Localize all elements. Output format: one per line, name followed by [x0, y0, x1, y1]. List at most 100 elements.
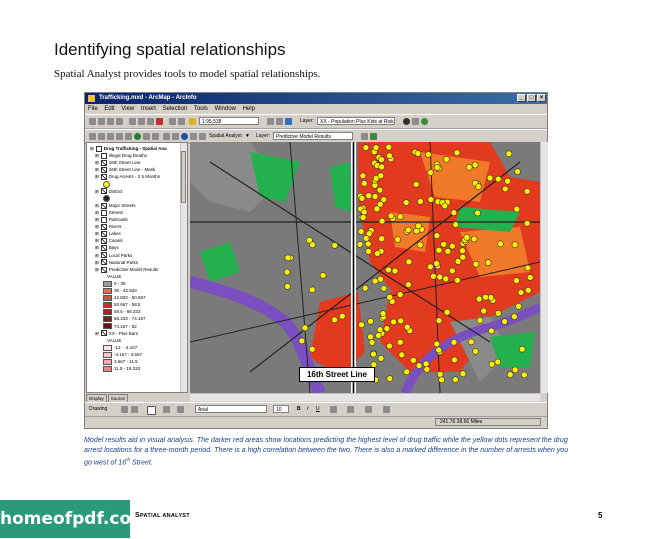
back-icon[interactable]	[143, 133, 150, 140]
arctoolbox-icon[interactable]	[276, 118, 283, 125]
menu-window[interactable]: Window	[214, 106, 236, 112]
fixed-zoom-out-icon[interactable]	[116, 133, 123, 140]
layer-checkbox[interactable]	[100, 216, 107, 223]
map-vertical-scrollbar[interactable]	[540, 142, 548, 393]
close-button[interactable]: ×	[537, 94, 546, 102]
callout-icon[interactable]	[177, 406, 184, 413]
toc-item[interactable]: ⊞ District	[95, 188, 123, 195]
print-icon[interactable]	[116, 118, 123, 125]
toc-scroll-thumb[interactable]	[181, 151, 186, 203]
layer-checkbox[interactable]	[100, 202, 107, 209]
italic-button[interactable]: I	[307, 406, 309, 412]
select-pointer-icon[interactable]	[121, 406, 128, 413]
add-data-icon[interactable]	[189, 118, 196, 125]
expand-icon[interactable]: ⊞	[95, 266, 99, 272]
expand-icon[interactable]: ⊞	[95, 231, 99, 237]
toc-item[interactable]: ⊞ XX - Plus Bars	[95, 330, 138, 337]
layer-checkbox[interactable]	[100, 238, 107, 245]
font-color-icon[interactable]	[330, 406, 337, 413]
toc-item[interactable]: ⊞ Streets	[95, 209, 123, 216]
layer-checkbox[interactable]	[100, 167, 107, 174]
undo-icon[interactable]	[169, 118, 176, 125]
toc-item[interactable]: ⊞ Bays	[95, 244, 119, 252]
menu-help[interactable]: Help	[242, 106, 255, 112]
expand-icon[interactable]: ⊞	[95, 202, 99, 208]
expand-icon[interactable]: ⊞	[95, 238, 99, 244]
contrast-icon[interactable]	[403, 118, 410, 125]
expand-icon[interactable]: ⊞	[90, 146, 94, 151]
expand-icon[interactable]: ⊞	[95, 160, 99, 166]
underline-button[interactable]: U	[316, 406, 320, 412]
toc-item[interactable]: ⊞ 16th Street Line - Mask	[95, 166, 155, 174]
rectangle-icon[interactable]	[147, 406, 156, 415]
menu-edit[interactable]: Edit	[104, 106, 115, 112]
toc-item[interactable]: ⊞ 16th Street Line	[95, 159, 141, 166]
layer-checkbox[interactable]	[100, 174, 107, 181]
select-elements-icon[interactable]	[172, 133, 179, 140]
toc-item[interactable]: ⊞ Major Streets	[95, 202, 136, 209]
toc-item[interactable]: ⊞ Canals	[95, 237, 123, 245]
find-icon[interactable]	[190, 133, 197, 140]
zoom-in-icon[interactable]	[89, 133, 96, 140]
toc-item[interactable]: ⊞ National Parks	[95, 259, 138, 266]
open-icon[interactable]	[98, 118, 105, 125]
fill-color-icon[interactable]	[347, 406, 354, 413]
menu-insert[interactable]: Insert	[140, 106, 156, 112]
map-display[interactable]: 16th Street Line	[190, 142, 540, 393]
expand-icon[interactable]: ⊞	[95, 188, 99, 194]
menu-selection[interactable]: Selection	[162, 106, 188, 112]
expand-icon[interactable]: ⊞	[95, 174, 99, 180]
help-icon[interactable]	[285, 118, 292, 125]
layer-checkbox[interactable]	[100, 209, 107, 216]
redo-icon[interactable]	[178, 118, 185, 125]
toc-item[interactable]: ⊞ Railroads	[95, 216, 128, 223]
menu-file[interactable]: File	[88, 106, 98, 112]
toc-item[interactable]: ⊞ Predictive Model Results	[95, 266, 158, 273]
map-canvas[interactable]	[190, 142, 540, 393]
histogram-icon[interactable]	[361, 133, 368, 140]
measure-icon[interactable]	[199, 133, 206, 140]
forward-icon[interactable]	[152, 133, 159, 140]
full-extent-icon[interactable]	[134, 133, 141, 140]
layer-checkbox[interactable]	[100, 330, 107, 337]
expand-icon[interactable]: ⊞	[95, 330, 99, 336]
layer-checkbox[interactable]	[100, 160, 107, 166]
line-color-icon[interactable]	[365, 406, 372, 413]
drawing-menu[interactable]: Drawing	[89, 406, 108, 412]
toc-item[interactable]: ⊞ Drug Trafficking - Spatial Ana	[90, 145, 167, 152]
spatial-analyst-menu[interactable]: Spatial Analyst	[209, 133, 242, 139]
menu-view[interactable]: View	[121, 106, 135, 112]
pan-icon[interactable]	[125, 133, 132, 140]
globe-icon[interactable]	[421, 118, 428, 125]
layer-checkbox[interactable]	[100, 188, 107, 195]
marker-color-icon[interactable]	[383, 406, 390, 413]
layer-checkbox[interactable]	[100, 152, 107, 159]
layer-checkbox[interactable]	[95, 145, 102, 152]
delete-icon[interactable]	[156, 118, 163, 125]
maximize-button[interactable]: □	[527, 94, 536, 102]
paste-icon[interactable]	[147, 118, 154, 125]
select-features-icon[interactable]	[163, 133, 170, 140]
text-icon[interactable]	[163, 406, 170, 413]
editor-icon[interactable]	[267, 118, 274, 125]
menu-tools[interactable]: Tools	[193, 106, 208, 112]
layer2-dropdown[interactable]: Predictive Model Results	[273, 132, 353, 140]
map-horizontal-scrollbar[interactable]	[190, 393, 540, 401]
new-icon[interactable]	[89, 118, 96, 125]
fixed-zoom-in-icon[interactable]	[107, 133, 114, 140]
spatial-analyst-options-icon[interactable]	[370, 133, 377, 140]
expand-icon[interactable]: ⊞	[95, 252, 99, 258]
rotate-icon[interactable]	[131, 406, 138, 413]
font-dropdown[interactable]: Arial	[195, 405, 267, 413]
scale-box[interactable]: 1:95,538	[199, 117, 259, 125]
layer-checkbox[interactable]	[100, 223, 107, 230]
cut-icon[interactable]	[129, 118, 136, 125]
copy-icon[interactable]	[138, 118, 145, 125]
bold-button[interactable]: B	[297, 406, 301, 412]
expand-icon[interactable]: ⊞	[95, 259, 99, 265]
identify-icon[interactable]	[181, 133, 188, 140]
expand-icon[interactable]: ⊞	[95, 224, 99, 230]
expand-icon[interactable]: ⊞	[95, 167, 99, 173]
expand-icon[interactable]: ⊞	[95, 245, 99, 251]
toc-item[interactable]: ⊞ Lakes	[95, 230, 121, 237]
